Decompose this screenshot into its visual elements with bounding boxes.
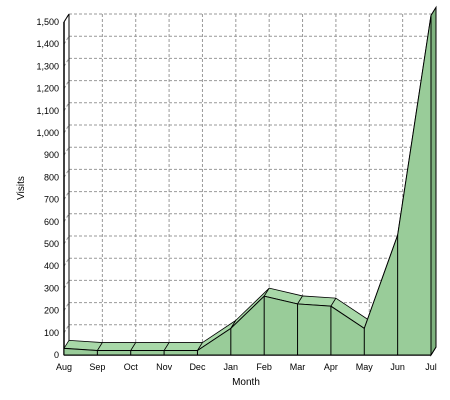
y-tick-label: 600: [44, 217, 59, 227]
y-tick-label: 400: [44, 261, 59, 271]
x-tick-label-sep: Sep: [89, 362, 105, 372]
plot-back-wall: [69, 14, 436, 347]
y-tick-label: 300: [44, 283, 59, 293]
y-tick-label: 1,200: [36, 84, 59, 94]
y-tick-label: 1,300: [36, 61, 59, 71]
grid-line-left-wall: [63, 169, 70, 178]
area-top-segment: [130, 342, 170, 351]
area-top-segment: [96, 342, 137, 351]
grid-line-left-wall: [63, 213, 70, 223]
y-axis-tick-labels: 0 100 200 300 400 500 600 700 800 900 1,000 1,100 1,…: [36, 17, 59, 360]
y-tick-label: 1,000: [36, 128, 59, 138]
y-tick-label: 0: [54, 350, 59, 360]
grid-line-left-wall: [63, 80, 70, 89]
grid-line-left-wall: [63, 124, 70, 134]
grid-line-left-wall: [63, 302, 70, 311]
grid-line-left-wall: [63, 280, 70, 289]
area-top-segment: [163, 342, 203, 351]
y-axis-title: Visits: [16, 176, 27, 200]
x-tick-label-jul: Jul: [425, 362, 437, 372]
x-tick-label-jun: Jun: [390, 362, 405, 372]
grid-line-left-wall: [63, 102, 70, 112]
area-series: [63, 5, 437, 357]
y-tick-label: 800: [44, 172, 59, 182]
grid-line-left-wall: [63, 257, 70, 267]
top-left-edge: [63, 13, 70, 23]
y-tick-label: 1,100: [36, 106, 59, 116]
grid-line-left-wall: [63, 235, 70, 245]
x-tick-label-nov: Nov: [156, 362, 173, 372]
y-tick-label: 100: [44, 328, 59, 338]
x-tick-label-mar: Mar: [290, 362, 306, 372]
y-tick-label: 1,400: [36, 39, 59, 49]
x-tick-label-may: May: [356, 362, 374, 372]
x-tick-label-oct: Oct: [124, 362, 139, 372]
grid-layer: [63, 13, 437, 356]
x-tick-label-aug: Aug: [56, 362, 72, 372]
x-axis-title: Month: [232, 377, 260, 388]
grid-line-left-wall: [63, 58, 70, 67]
y-tick-label: 1,500: [36, 17, 59, 27]
x-tick-label-jan: Jan: [224, 362, 239, 372]
x-tick-label-dec: Dec: [189, 362, 206, 372]
area-right-cap: [430, 5, 437, 357]
y-tick-label: 700: [44, 195, 59, 205]
grid-line-left-wall: [63, 146, 70, 156]
y-tick-label: 900: [44, 150, 59, 160]
grid-line-left-wall: [63, 35, 70, 45]
x-axis-tick-labels: Aug Sep Oct Nov Dec Jan Feb Mar Apr May Jun Jul: [56, 362, 437, 372]
x-tick-label-feb: Feb: [256, 362, 272, 372]
y-tick-label: 500: [44, 239, 59, 249]
grid-line-left-wall: [63, 191, 70, 200]
x-tick-label-apr: Apr: [324, 362, 338, 372]
y-tick-label: 200: [44, 306, 59, 316]
grid-line-left-wall: [63, 324, 70, 334]
